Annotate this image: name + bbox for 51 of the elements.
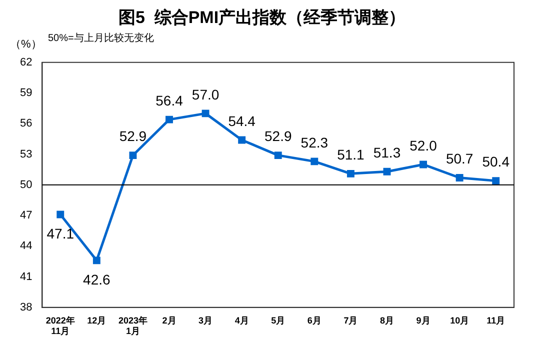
point — [492, 177, 500, 185]
data-label: 52.3 — [300, 134, 328, 150]
y-tick-label: 47 — [20, 210, 32, 222]
data-label: 52.9 — [119, 128, 147, 144]
data-label: 52.0 — [410, 137, 438, 154]
y-axis-title: （%） — [10, 38, 42, 50]
x-tick-label: 12月 — [87, 315, 106, 326]
point — [238, 136, 246, 144]
y-tick-label: 59 — [20, 87, 32, 100]
point — [56, 210, 64, 218]
y-tick-label: 62 — [20, 56, 32, 68]
x-tick-label: 11月 — [486, 315, 506, 326]
data-label: 50.7 — [446, 150, 474, 167]
y-tick-label: 38 — [20, 301, 32, 314]
y-tick-label: 56 — [20, 118, 32, 130]
y-tick-label: 53 — [20, 148, 32, 160]
point — [420, 160, 427, 168]
x-tick-label: 9月 — [416, 315, 430, 326]
x-tick-label: 3月 — [198, 315, 213, 326]
x-tick-label: 4月 — [234, 315, 249, 326]
point — [274, 152, 282, 160]
x-tick-label: 8月 — [380, 315, 394, 326]
y-tick-label: 50 — [20, 178, 32, 191]
data-label: 56.4 — [156, 92, 184, 108]
point — [310, 158, 318, 166]
x-tick-label: 2月 — [162, 315, 176, 326]
point — [346, 170, 354, 178]
data-label: 54.4 — [228, 112, 256, 129]
point — [129, 152, 137, 160]
data-label: 51.1 — [337, 146, 365, 163]
point — [166, 116, 173, 124]
data-label: 42.6 — [83, 271, 111, 288]
point — [202, 110, 210, 118]
text: 50%=与上月比较无变化 — [48, 32, 154, 44]
data-label: 57.0 — [192, 86, 220, 102]
data-label: 50.4 — [482, 154, 510, 170]
point — [92, 256, 100, 264]
x-tick-label: 7月 — [344, 315, 358, 326]
x-tick-label: 6月 — [307, 315, 322, 326]
x-tick-label: 2022年 11月 — [46, 315, 75, 336]
data-label: 47.1 — [46, 225, 74, 242]
point — [383, 168, 391, 176]
x-tick-label: 5月 — [271, 315, 286, 326]
y-tick-label: 41 — [20, 270, 32, 283]
point — [456, 174, 464, 182]
x-tick-label: 2023年 1月 — [118, 315, 148, 336]
data-label: 51.3 — [373, 144, 401, 160]
y-tick-label: 44 — [20, 240, 32, 252]
x-tick-label: 10月 — [450, 315, 470, 326]
data-label: 52.9 — [264, 128, 292, 144]
chart-title: 图5 综合PMI产出指数（经季节调整） — [118, 8, 406, 27]
